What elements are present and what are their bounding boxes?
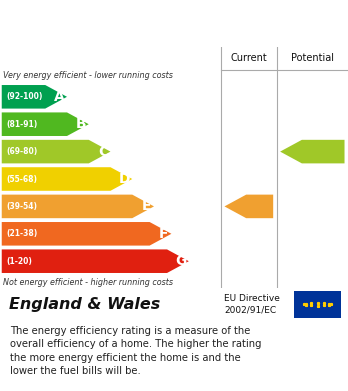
Polygon shape — [2, 195, 154, 218]
Text: C: C — [98, 145, 108, 159]
Text: (1-20): (1-20) — [6, 257, 32, 266]
Text: Energy Efficiency Rating: Energy Efficiency Rating — [9, 20, 219, 35]
Text: Very energy efficient - lower running costs: Very energy efficient - lower running co… — [3, 72, 173, 81]
Polygon shape — [2, 249, 189, 273]
Polygon shape — [2, 167, 132, 191]
Text: (55-68): (55-68) — [6, 174, 37, 183]
Text: Current: Current — [230, 54, 267, 63]
Text: (92-100): (92-100) — [6, 92, 42, 101]
Text: (21-38): (21-38) — [6, 229, 37, 238]
Text: D: D — [119, 172, 130, 186]
Text: 40: 40 — [251, 200, 268, 213]
Text: 2002/91/EC: 2002/91/EC — [224, 306, 277, 315]
Text: F: F — [159, 227, 168, 241]
Polygon shape — [2, 140, 111, 163]
Text: 78: 78 — [315, 145, 332, 158]
Text: E: E — [142, 199, 151, 213]
Text: England & Wales: England & Wales — [9, 297, 160, 312]
Polygon shape — [224, 195, 273, 218]
Polygon shape — [280, 140, 345, 163]
Text: (39-54): (39-54) — [6, 202, 37, 211]
Text: G: G — [175, 254, 187, 268]
Text: (81-91): (81-91) — [6, 120, 37, 129]
Polygon shape — [2, 113, 89, 136]
Text: B: B — [76, 117, 86, 131]
Text: (69-80): (69-80) — [6, 147, 37, 156]
Polygon shape — [2, 222, 172, 246]
Text: The energy efficiency rating is a measure of the
overall efficiency of a home. T: The energy efficiency rating is a measur… — [10, 326, 262, 376]
Text: A: A — [54, 90, 65, 104]
Bar — [294, 291, 341, 318]
Polygon shape — [2, 85, 67, 109]
Text: Not energy efficient - higher running costs: Not energy efficient - higher running co… — [3, 278, 174, 287]
Text: Potential: Potential — [291, 54, 334, 63]
Text: EU Directive: EU Directive — [224, 294, 280, 303]
